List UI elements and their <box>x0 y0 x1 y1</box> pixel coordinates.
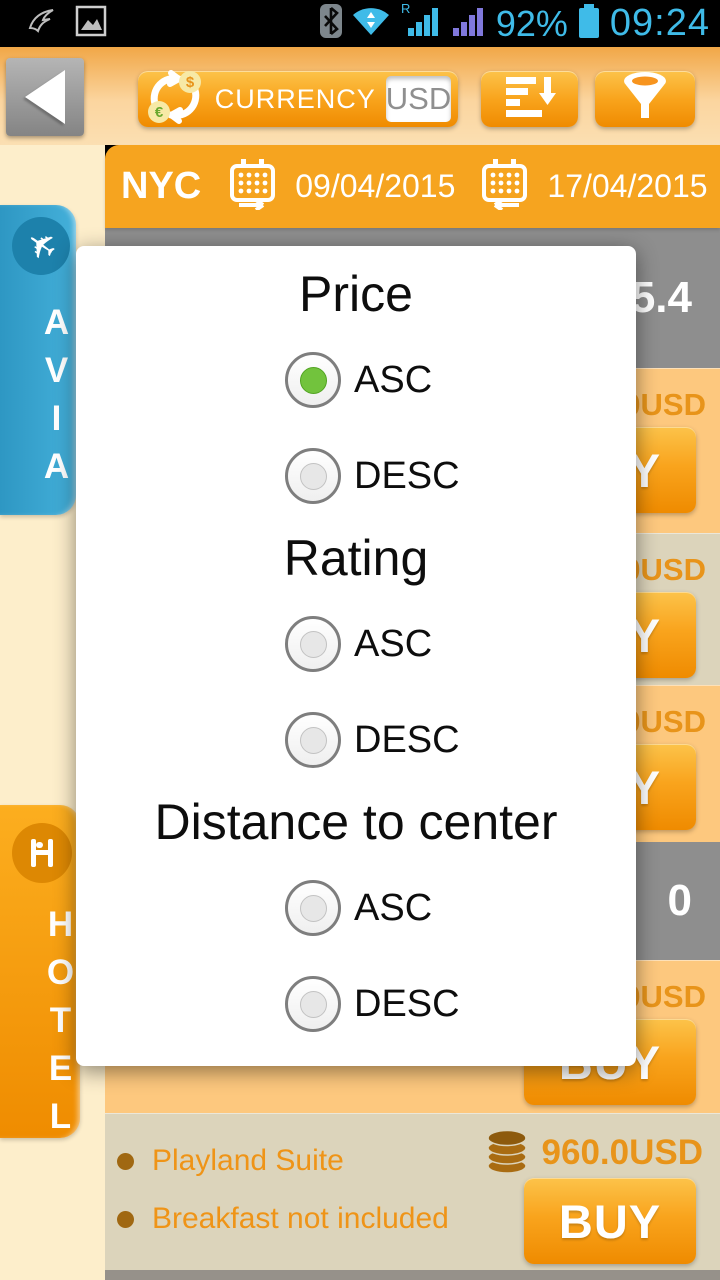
battery-percent: 92% <box>495 3 568 44</box>
currency-value-field[interactable]: USD <box>385 76 452 122</box>
plane-icon: ✈ <box>12 217 70 275</box>
bluetooth-icon <box>319 3 342 44</box>
wifi-icon <box>351 4 391 43</box>
depart-date-field[interactable]: 09/04/2015 <box>295 168 456 204</box>
radio-dot <box>299 894 327 922</box>
radio-dot <box>299 726 327 754</box>
tab-avia-label: AVIA <box>37 303 76 495</box>
radio-button[interactable] <box>285 712 341 768</box>
coins-icon <box>486 1126 528 1179</box>
sort-option-rating-desc[interactable]: DESC <box>76 692 636 788</box>
svg-text:R: R <box>401 2 410 16</box>
feature-item: Playland Suite <box>117 1144 449 1178</box>
tab-avia[interactable]: ✈ AVIA <box>0 205 76 515</box>
sort-section-title-price: Price <box>299 266 413 322</box>
tab-hotel-label: HOTEL <box>41 905 80 1145</box>
calendar-return-icon[interactable] <box>481 158 529 215</box>
sort-option-label: ASC <box>354 622 433 665</box>
cell-signal-icon <box>449 2 487 45</box>
sort-section-title-distance: Distance to center <box>154 794 558 850</box>
hotel-rating-value: 5.4 <box>630 273 692 322</box>
buy-button[interactable]: BUY <box>524 1178 696 1264</box>
feature-item: Breakfast not included <box>117 1202 449 1236</box>
back-arrow-icon <box>25 70 65 124</box>
svg-text:$: $ <box>186 74 195 91</box>
feature-text: Breakfast not included <box>152 1202 449 1235</box>
offer-price: 0USD <box>623 387 706 422</box>
filter-button[interactable] <box>595 71 695 127</box>
bottom-strip <box>105 1270 720 1280</box>
svg-text:€: € <box>155 104 164 121</box>
filter-funnel-icon <box>619 71 671 128</box>
sort-button[interactable] <box>481 71 578 127</box>
radio-button[interactable] <box>285 880 341 936</box>
radio-button[interactable] <box>285 352 341 408</box>
gallery-icon <box>74 4 108 43</box>
sort-option-label: DESC <box>354 454 460 497</box>
sort-option-price-desc[interactable]: DESC <box>76 428 636 524</box>
sort-option-label: DESC <box>354 718 460 761</box>
dove-icon <box>26 5 58 42</box>
sort-option-label: ASC <box>354 358 433 401</box>
radio-dot <box>299 990 327 1018</box>
battery-icon <box>577 2 601 45</box>
offer-features: Playland Suite Breakfast not included <box>117 1144 449 1236</box>
currency-label: CURRENCY <box>214 83 376 114</box>
sort-option-label: DESC <box>354 982 460 1025</box>
sort-option-rating-asc[interactable]: ASC <box>76 596 636 692</box>
offer-price-line: 960.0USD <box>486 1126 703 1179</box>
bed-icon <box>12 823 72 883</box>
return-date-field[interactable]: 17/04/2015 <box>547 168 708 204</box>
offer-price: 0USD <box>623 979 706 1014</box>
radio-button[interactable] <box>285 976 341 1032</box>
sort-option-price-asc[interactable]: ASC <box>76 332 636 428</box>
radio-dot <box>299 366 327 394</box>
calendar-depart-icon[interactable] <box>229 158 277 215</box>
currency-exchange-icon: $ € <box>145 69 205 129</box>
hotel-rating-value: 0 <box>667 876 692 925</box>
offer-detail-row: Playland Suite Breakfast not included 96… <box>105 1113 720 1270</box>
sort-option-label: ASC <box>354 886 433 929</box>
cell-signal-r-icon: R <box>400 1 440 45</box>
feature-text: Playland Suite <box>152 1144 344 1177</box>
currency-button[interactable]: $ € CURRENCY USD <box>138 69 458 129</box>
tab-hotel[interactable]: HOTEL <box>0 805 80 1145</box>
offer-price: 0USD <box>623 704 706 739</box>
offer-price: 960.0USD <box>541 1132 703 1172</box>
radio-button[interactable] <box>285 448 341 504</box>
sort-option-distance-desc[interactable]: DESC <box>76 956 636 1052</box>
city-label: NYC <box>121 165 202 207</box>
bullet-icon <box>117 1210 134 1228</box>
sort-section-title-rating: Rating <box>283 530 429 586</box>
sort-icon <box>504 75 556 124</box>
back-button[interactable] <box>6 58 84 136</box>
offer-price: 0USD <box>623 552 706 587</box>
sort-dialog: Price ASC DESC Rating ASC DESC Distance … <box>76 246 636 1066</box>
radio-dot <box>299 462 327 490</box>
bullet-icon <box>117 1152 134 1170</box>
trip-summary-bar: NYC 09/04/2015 17/04/2015 <box>105 145 720 228</box>
status-bar: R 92% 09:24 <box>0 0 720 47</box>
radio-dot <box>299 630 327 658</box>
status-time: 09:24 <box>609 2 710 44</box>
radio-button[interactable] <box>285 616 341 672</box>
sort-option-distance-asc[interactable]: ASC <box>76 860 636 956</box>
